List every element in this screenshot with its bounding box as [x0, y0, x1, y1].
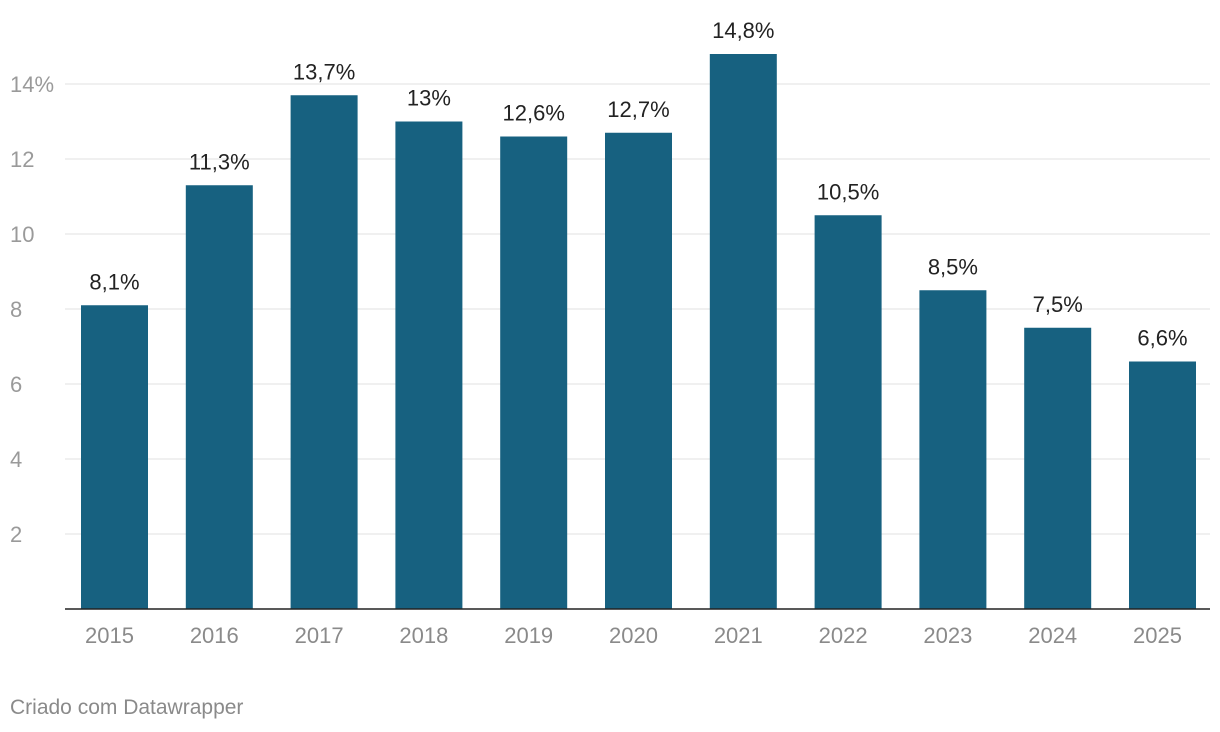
footer-credit: Criado com Datawrapper: [10, 696, 244, 719]
bar: [709, 54, 777, 609]
bar-value-label: 10,5%: [817, 179, 879, 204]
bar-value-label: 11,3%: [189, 149, 250, 174]
bar: [919, 290, 987, 609]
y-tick-label: 2: [10, 522, 22, 547]
x-tick-label: 2017: [295, 623, 344, 648]
y-tick-label: 14%: [10, 72, 54, 97]
y-axis-ticks: 2 4 6 8 10 12 14%: [10, 72, 54, 547]
bar-value-label: 13%: [407, 86, 451, 111]
bar-value-label: 12,7%: [607, 97, 669, 122]
x-tick-label: 2015: [85, 623, 134, 648]
bar: [290, 95, 358, 609]
x-tick-label: 2021: [714, 623, 763, 648]
x-tick-label: 2025: [1133, 623, 1182, 648]
bar: [81, 305, 148, 609]
bar-value-label: 8,5%: [928, 254, 978, 279]
value-labels: 8,1% 11,3% 13,7% 13% 12,6% 12,7% 14,8% 10,5% 8,5…: [89, 18, 1187, 351]
y-tick-label: 6: [10, 372, 22, 397]
bar: [185, 185, 253, 609]
x-tick-label: 2024: [1028, 623, 1077, 648]
y-tick-label: 8: [10, 297, 22, 322]
bar-value-label: 6,6%: [1137, 326, 1187, 351]
x-tick-label: 2023: [923, 623, 972, 648]
x-axis-labels: 2015 2016 2017 2018 2019 2020 2021 2022 2023 2024…: [85, 623, 1182, 648]
bar: [1129, 361, 1196, 609]
bar: [395, 121, 463, 609]
bar-value-label: 12,6%: [503, 101, 565, 126]
bar: [500, 136, 568, 609]
bar-value-label: 13,7%: [293, 59, 355, 84]
x-tick-label: 2022: [819, 623, 868, 648]
bar-value-label: 14,8%: [712, 18, 774, 43]
bar: [605, 132, 672, 609]
bars: [81, 54, 1196, 609]
bar: [814, 215, 882, 609]
bar-value-label: 8,1%: [89, 269, 139, 294]
bar-value-label: 7,5%: [1033, 292, 1083, 317]
x-tick-label: 2018: [399, 623, 448, 648]
y-tick-label: 10: [10, 222, 34, 247]
x-tick-label: 2019: [504, 623, 553, 648]
y-tick-label: 12: [10, 147, 34, 172]
bar: [1024, 327, 1092, 609]
x-tick-label: 2016: [190, 623, 239, 648]
x-tick-label: 2020: [609, 623, 658, 648]
y-tick-label: 4: [10, 447, 22, 472]
bar-chart: 2 4 6 8 10 12 14% 8,1% 11,3% 13,7% 13% 12,6% 12,7% 1…: [10, 18, 1210, 648]
